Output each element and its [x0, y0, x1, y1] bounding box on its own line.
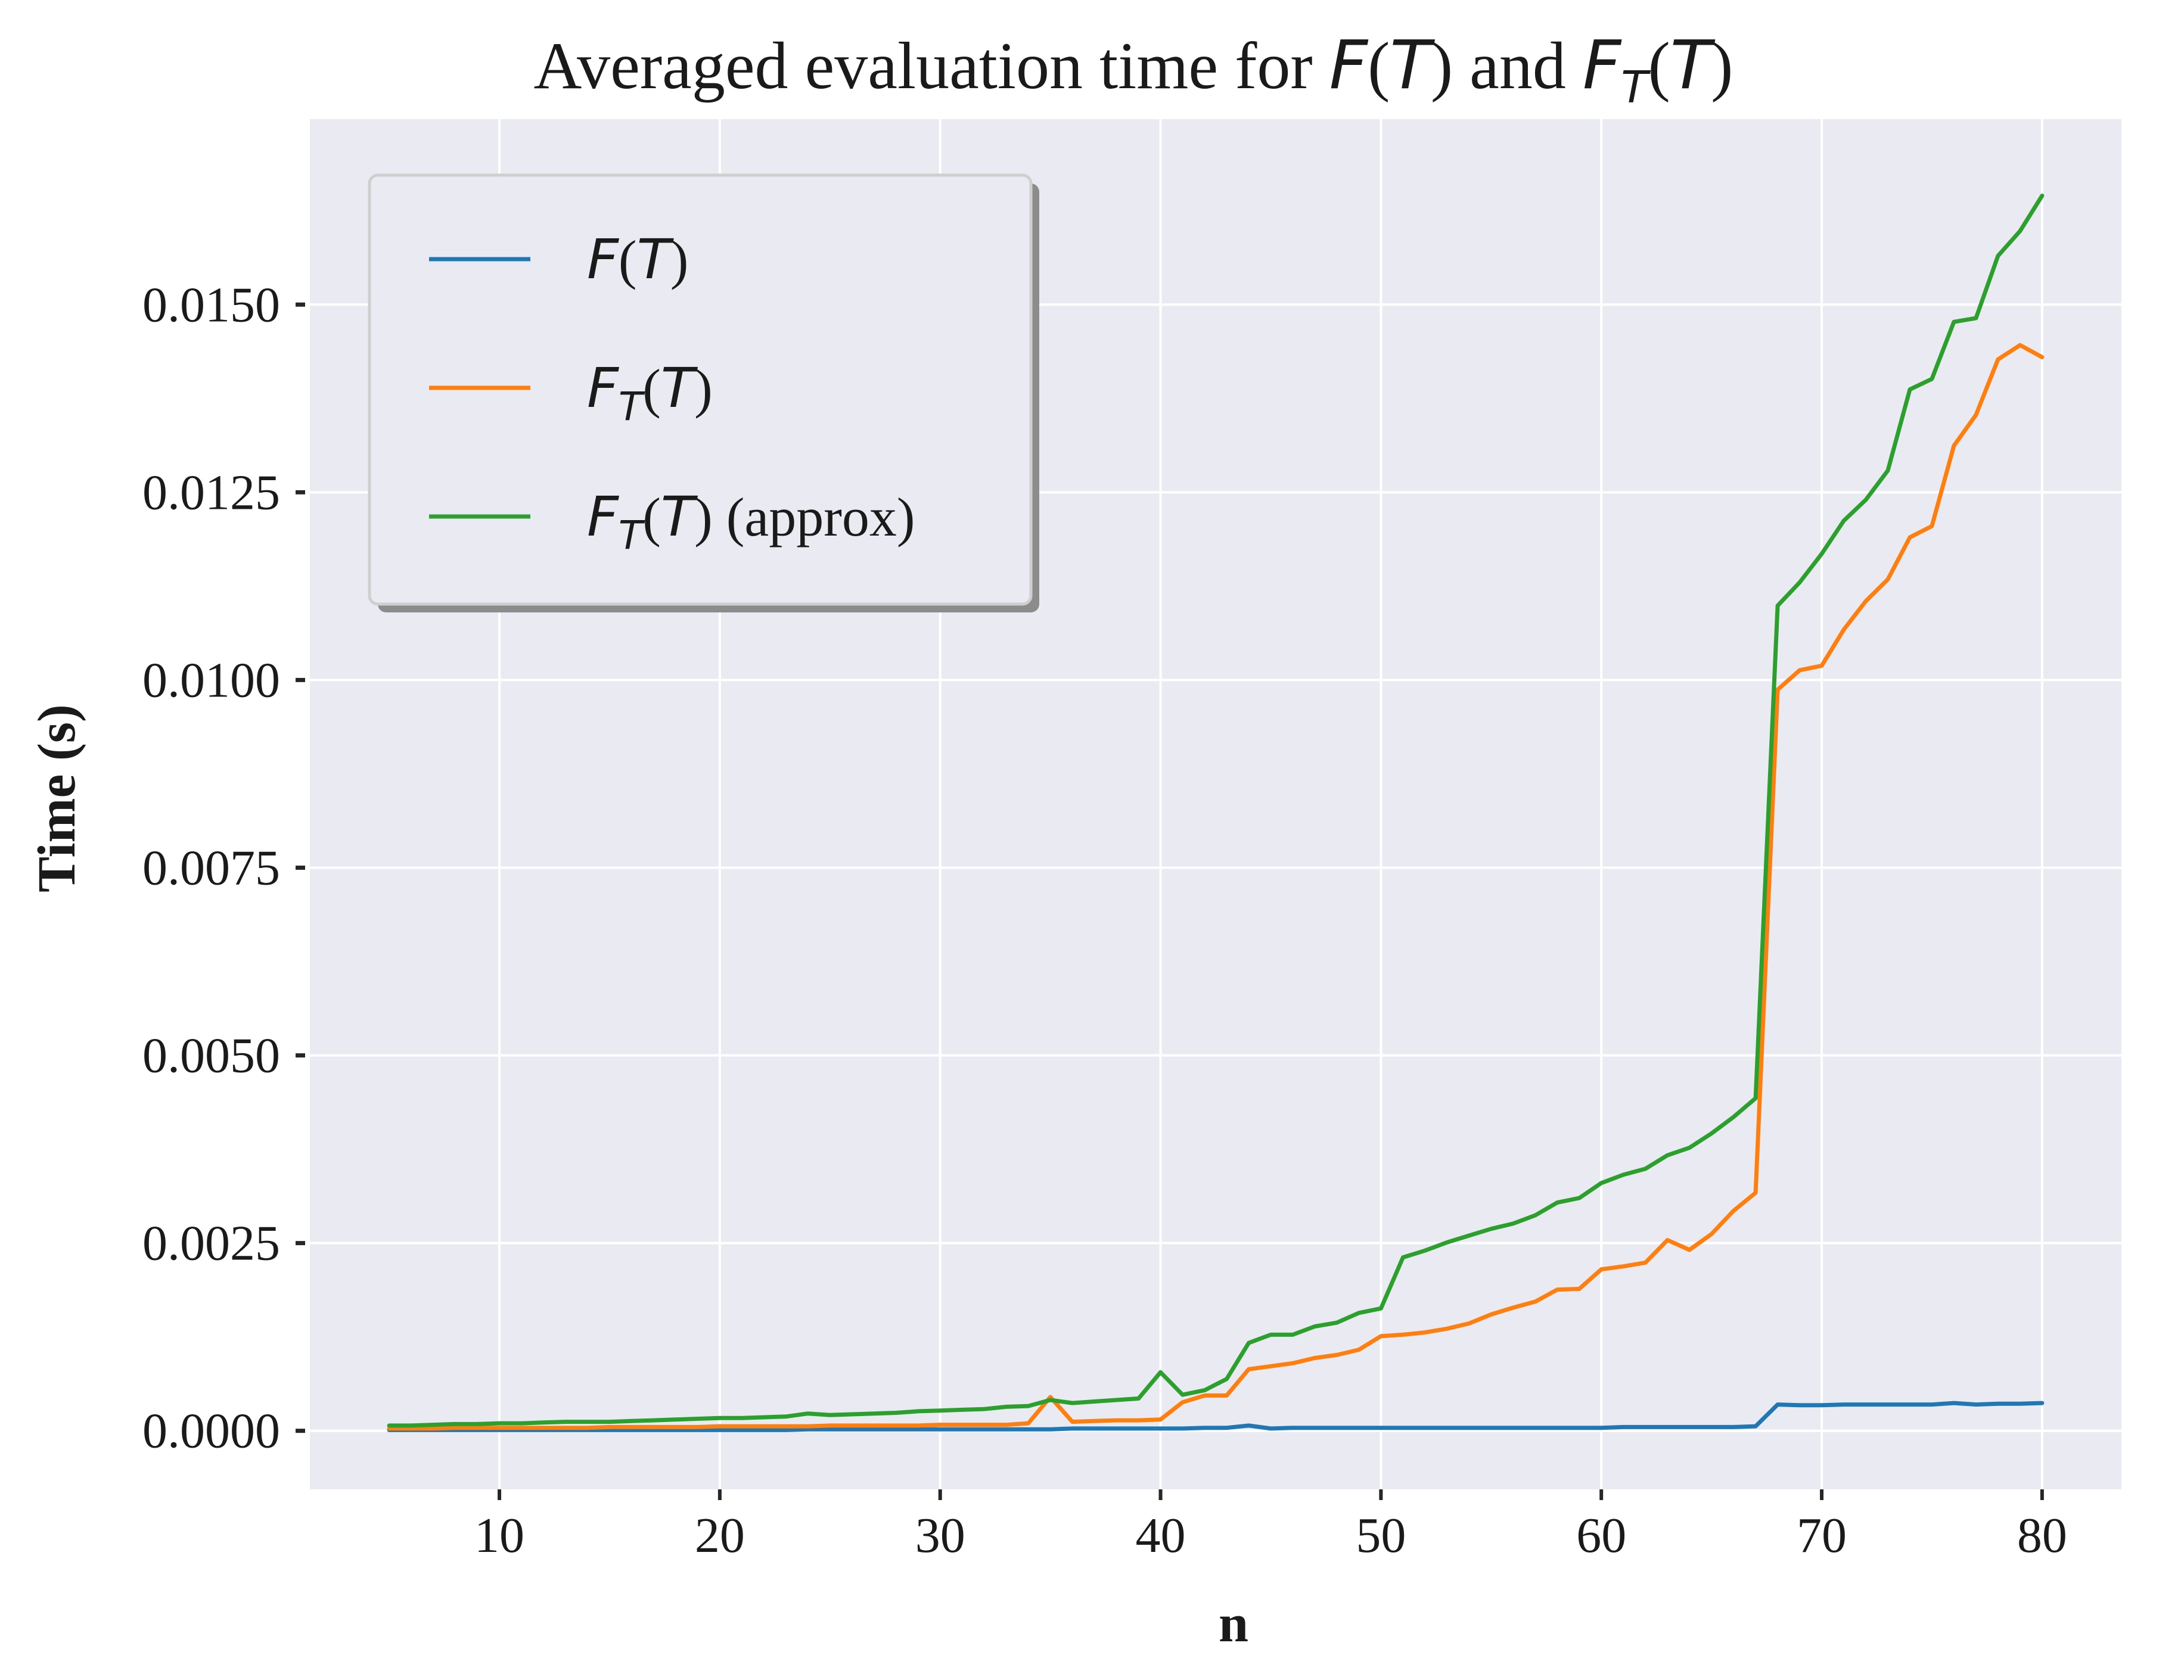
chart-title-f2-open: ( — [1648, 29, 1670, 103]
legend-label-part: ) — [694, 358, 713, 419]
legend-label-part: F — [587, 356, 619, 420]
y-axis: 0.0000 0.0025 0.0050 0.0075 0.0100 0.0125 0.01… — [142, 277, 305, 1459]
x-tick-label: 70 — [1797, 1508, 1847, 1563]
chart-title-f1-main: F — [1329, 27, 1369, 104]
legend-label-part: T — [619, 384, 645, 430]
y-tick-label: 0.0100 — [142, 652, 280, 708]
legend: F(T)FT(T)FT(T) (approx) — [368, 173, 1039, 612]
legend-box — [368, 173, 1033, 606]
series-line-1 — [387, 1401, 2045, 1432]
x-tick-label: 50 — [1356, 1508, 1406, 1563]
x-tick-label: 20 — [695, 1508, 745, 1563]
legend-label-part: F — [587, 485, 619, 549]
y-tick-label: 0.0125 — [142, 465, 280, 520]
chart-title-mid: and — [1453, 29, 1583, 103]
legend-label-part: ) — [670, 229, 689, 290]
series-line-2 — [387, 343, 2045, 1431]
y-axis-label: Time (s) — [27, 704, 86, 892]
grid-lines — [310, 119, 2121, 1489]
legend-label-part: (approx) — [713, 487, 915, 547]
chart-title-f2-close: ) — [1711, 29, 1733, 103]
legend-label-part: ( — [642, 487, 661, 547]
chart-title-prefix: Averaged evaluation time for — [534, 29, 1329, 103]
chart-title-f1-close: ) — [1431, 29, 1453, 103]
chart-title-f2-arg: T — [1670, 27, 1716, 104]
x-tick-label: 30 — [915, 1508, 965, 1563]
x-tick-label: 80 — [2017, 1508, 2067, 1563]
series-lines — [387, 194, 2045, 1432]
legend-items: F(T)FT(T)FT(T) (approx) — [429, 228, 915, 558]
legend-label-2: FT(T) — [587, 356, 713, 430]
chart-title: Averaged evaluation time for F(T) and FT… — [534, 27, 1733, 113]
x-axis: 10 20 30 40 50 60 70 80 — [474, 1489, 2067, 1563]
legend-label-part: T — [661, 356, 698, 420]
x-axis-label: n — [1219, 1594, 1248, 1653]
series-line-3 — [387, 194, 2045, 1428]
y-tick-label: 0.0050 — [142, 1028, 280, 1084]
x-tick-label: 40 — [1136, 1508, 1186, 1563]
legend-label-part: ( — [619, 229, 637, 290]
chart-title-f1-open: ( — [1368, 29, 1390, 103]
legend-label-part: T — [619, 512, 645, 558]
legend-label-part: T — [661, 485, 698, 549]
legend-label-1: F(T) — [587, 228, 688, 291]
legend-label-part: F — [587, 228, 619, 291]
y-tick-label: 0.0150 — [142, 277, 280, 332]
legend-label-part: ) — [694, 487, 713, 547]
x-tick-label: 60 — [1576, 1508, 1626, 1563]
y-tick-label: 0.0025 — [142, 1216, 280, 1271]
x-tick-label: 10 — [474, 1508, 524, 1563]
chart-title-f1-arg: T — [1390, 27, 1435, 104]
legend-label-part: ( — [642, 358, 661, 419]
chart-title-f2-sub: T — [1621, 62, 1651, 113]
chart-title-f2-main: F — [1583, 27, 1622, 104]
y-tick-label: 0.0000 — [142, 1404, 280, 1459]
legend-label-part: T — [637, 228, 675, 291]
legend-label-3: FT(T) (approx) — [587, 485, 915, 558]
y-tick-label: 0.0075 — [142, 840, 280, 895]
